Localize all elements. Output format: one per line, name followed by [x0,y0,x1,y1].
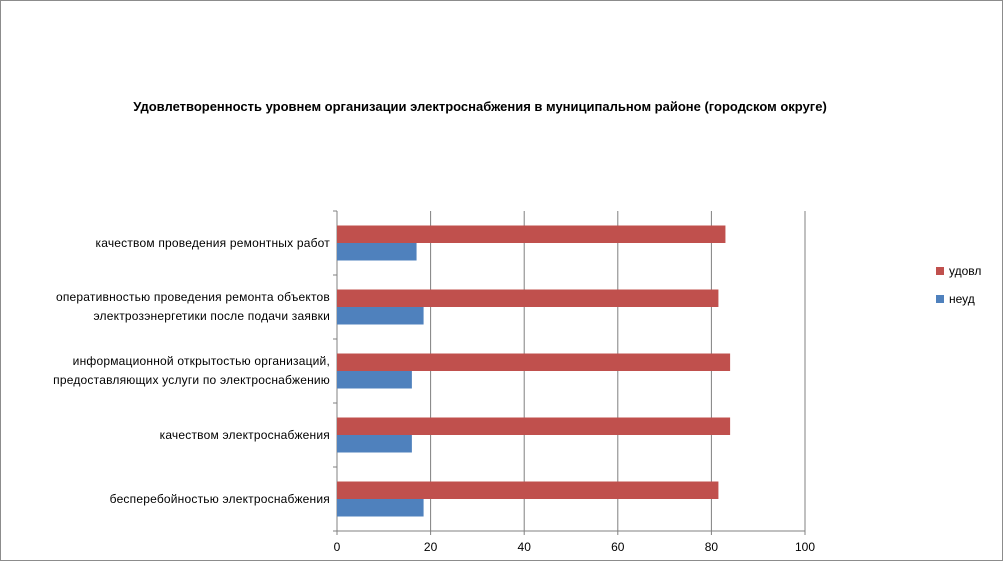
bar-удовл-0 [337,225,726,243]
x-tick-label-3: 60 [611,540,625,554]
bar-удовл-1 [337,289,719,307]
category-label-4: бесперебойностью электроснабжения [0,490,330,509]
bar-удовл-3 [337,417,731,435]
x-tick-label-4: 80 [705,540,719,554]
category-label-line: бесперебойностью электроснабжения [109,491,330,506]
legend-item-0: удовл [936,257,981,285]
x-tick-label-0: 0 [334,540,341,554]
category-label-2: информационной открытостью организаций, п… [0,352,330,390]
bar-неуд-1 [337,307,424,325]
bar-удовл-4 [337,481,719,499]
legend-label: удовл [949,264,982,278]
chart-title: Удовлетворенность уровнем организации эл… [133,99,827,114]
category-label-line: качеством электроснабжения [159,427,330,442]
category-label-line: качеством проведения ремонтных работ [95,235,330,250]
legend: удовл неуд [936,257,981,313]
category-label-line: электрозэнергетики после подачи заявки [93,309,330,323]
bar-неуд-0 [337,243,417,261]
bar-неуд-4 [337,499,424,517]
category-label-1: оперативностью проведения ремонта объект… [0,288,330,326]
bar-удовл-2 [337,353,731,371]
category-label-3: качеством электроснабжения [0,426,330,445]
bar-неуд-3 [337,435,412,453]
category-label-line: оперативностью проведения ремонта объект… [55,290,330,304]
x-tick-label-1: 20 [424,540,438,554]
legend-label: неуд [949,292,975,306]
category-label-line: предоставляющих услуги по электроснабжен… [53,373,330,387]
category-label-0: качеством проведения ремонтных работ [0,234,330,253]
legend-swatch [936,295,944,303]
legend-item-1: неуд [936,285,981,313]
category-label-line: информационной открытостью организаций, [72,354,330,368]
x-tick-label-2: 40 [518,540,532,554]
legend-swatch [936,267,944,275]
bar-неуд-2 [337,371,412,389]
x-tick-label-5: 100 [795,540,815,554]
